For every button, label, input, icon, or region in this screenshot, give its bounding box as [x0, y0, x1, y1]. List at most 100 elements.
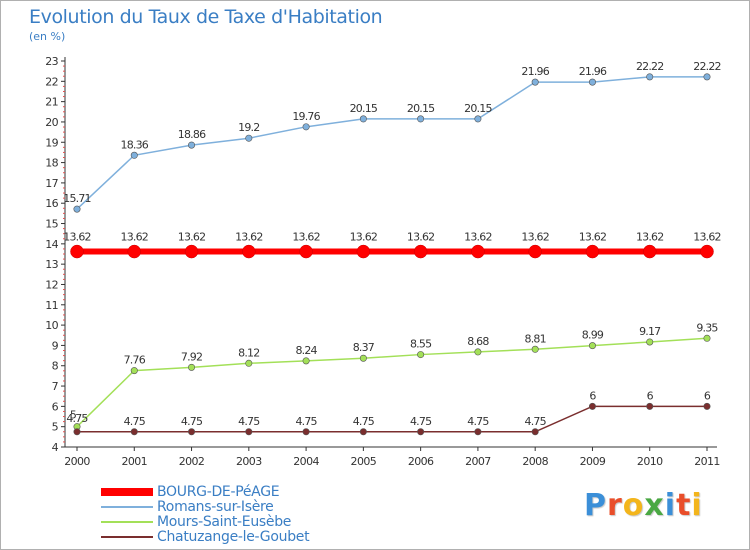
- x-tick-label: 2009: [580, 455, 606, 468]
- data-point: [700, 244, 714, 259]
- data-point: [646, 402, 654, 410]
- y-tick-label: 21: [45, 96, 58, 109]
- data-label: 20.15: [464, 102, 492, 115]
- legend-label: Romans-sur-Isère: [157, 498, 274, 515]
- y-tick-label: 6: [52, 400, 59, 413]
- data-label: 13.62: [350, 231, 378, 244]
- data-point: [703, 402, 711, 410]
- data-point: [188, 428, 196, 436]
- data-point: [703, 73, 711, 81]
- data-label: 15.71: [63, 192, 91, 205]
- data-label: 13.62: [178, 231, 206, 244]
- brand-letter: i: [664, 488, 677, 523]
- data-point: [302, 357, 310, 365]
- y-tick-label: 14: [45, 238, 58, 251]
- data-point: [588, 78, 596, 86]
- data-label: 9.17: [639, 325, 661, 338]
- chart-subtitle: (en %): [29, 30, 66, 43]
- series-line: [76, 337, 708, 428]
- data-label: 20.15: [350, 102, 378, 115]
- y-tick-label: 15: [45, 218, 58, 231]
- data-point: [471, 244, 485, 259]
- brand-letter: o: [622, 488, 645, 523]
- data-label: 4.75: [353, 415, 375, 428]
- data-label: 6: [647, 389, 654, 402]
- brand-logo: Proxiti: [584, 488, 703, 523]
- data-point: [130, 151, 138, 159]
- brand-letter: t: [676, 488, 692, 523]
- x-tick-label: 2010: [637, 455, 663, 468]
- data-point: [531, 428, 539, 436]
- legend-label: Mours-Saint-Eusèbe: [157, 513, 292, 530]
- data-label: 8.55: [410, 338, 432, 351]
- data-point: [245, 428, 253, 436]
- data-point: [417, 351, 425, 359]
- y-tick-label: 19: [45, 136, 58, 149]
- data-point: [531, 345, 539, 353]
- data-point: [245, 359, 253, 367]
- x-tick-label: 2001: [121, 455, 147, 468]
- data-point: [642, 244, 657, 259]
- legend-swatch: [101, 520, 153, 523]
- x-tick-label: 2005: [351, 455, 377, 468]
- x-tick-label: 2008: [522, 455, 548, 468]
- y-tick-label: 18: [45, 157, 58, 170]
- x-tick-label: 2007: [465, 455, 491, 468]
- data-label: 13.62: [235, 231, 263, 244]
- y-tick-label: 23: [45, 55, 58, 68]
- x-tick-label: 2002: [179, 455, 205, 468]
- data-label: 22.22: [636, 60, 664, 73]
- data-point: [413, 244, 428, 259]
- y-tick-label: 22: [45, 75, 58, 88]
- data-point: [356, 244, 371, 259]
- data-point: [299, 244, 313, 259]
- legend-item: BOURG-DE-PéAGE: [101, 484, 309, 500]
- data-label: 13.62: [63, 231, 91, 244]
- x-tick-label: 2003: [236, 455, 262, 468]
- data-label: 6: [589, 389, 596, 402]
- y-tick-label: 17: [45, 177, 58, 190]
- data-point: [585, 244, 600, 259]
- data-point: [359, 428, 367, 436]
- data-label: 9.35: [696, 321, 718, 334]
- data-label: 4.75: [410, 415, 432, 428]
- brand-letter: i: [691, 488, 703, 523]
- data-point: [359, 115, 367, 123]
- data-point: [73, 428, 81, 436]
- data-label: 8.81: [525, 332, 546, 345]
- data-label: 13.62: [292, 231, 320, 244]
- y-tick-label: 12: [45, 278, 58, 291]
- data-label: 21.96: [579, 65, 607, 78]
- data-label: 5: [70, 409, 77, 422]
- data-label: 18.36: [121, 138, 149, 151]
- brand-letter: P: [584, 488, 607, 523]
- data-point: [588, 402, 596, 410]
- data-point: [127, 244, 142, 259]
- data-point: [73, 205, 81, 213]
- x-tick-label: 2006: [408, 455, 434, 468]
- legend-item: Mours-Saint-Eusèbe: [101, 513, 309, 530]
- data-point: [646, 338, 654, 346]
- data-point: [188, 141, 196, 149]
- legend-item: Romans-sur-Isère: [101, 498, 309, 515]
- data-label: 8.12: [238, 346, 259, 359]
- data-label: 7.92: [181, 350, 202, 363]
- data-label: 8.99: [582, 329, 604, 342]
- legend-swatch: [101, 535, 153, 538]
- data-point: [302, 428, 310, 436]
- data-label: 13.62: [121, 231, 149, 244]
- series-line: [76, 76, 707, 210]
- data-point: [474, 428, 482, 436]
- data-label: 8.68: [467, 335, 489, 348]
- data-point: [474, 348, 482, 356]
- data-label: 8.24: [295, 344, 317, 357]
- data-point: [528, 244, 542, 259]
- data-label: 18.86: [178, 128, 206, 141]
- data-point: [188, 363, 196, 371]
- data-label: 8.37: [353, 341, 375, 354]
- data-point: [70, 244, 84, 259]
- y-tick-label: 7: [52, 380, 59, 393]
- data-label: 13.62: [521, 231, 549, 244]
